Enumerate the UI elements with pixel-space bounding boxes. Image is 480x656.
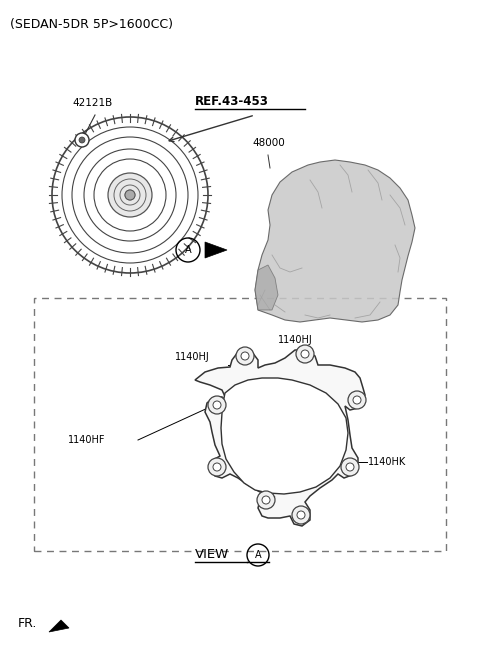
Circle shape bbox=[353, 396, 361, 404]
Circle shape bbox=[213, 463, 221, 471]
Circle shape bbox=[348, 391, 366, 409]
Circle shape bbox=[262, 496, 270, 504]
Circle shape bbox=[208, 458, 226, 476]
Text: (SEDAN-5DR 5P>1600CC): (SEDAN-5DR 5P>1600CC) bbox=[10, 18, 173, 31]
Text: VIEW: VIEW bbox=[195, 548, 229, 561]
Circle shape bbox=[297, 511, 305, 519]
Text: REF.43-453: REF.43-453 bbox=[195, 95, 269, 108]
Circle shape bbox=[79, 137, 85, 143]
Circle shape bbox=[301, 350, 309, 358]
Text: 1140HF: 1140HF bbox=[68, 435, 106, 445]
Circle shape bbox=[296, 345, 314, 363]
Polygon shape bbox=[255, 265, 278, 310]
Polygon shape bbox=[221, 378, 348, 494]
Circle shape bbox=[213, 401, 221, 409]
Polygon shape bbox=[255, 160, 415, 322]
Text: 42121B: 42121B bbox=[72, 98, 112, 108]
Text: A: A bbox=[255, 550, 261, 560]
Circle shape bbox=[241, 352, 249, 360]
Circle shape bbox=[208, 396, 226, 414]
Text: 1140HK: 1140HK bbox=[368, 457, 406, 467]
Circle shape bbox=[236, 347, 254, 365]
Circle shape bbox=[108, 173, 152, 217]
Polygon shape bbox=[205, 242, 227, 258]
Text: A: A bbox=[185, 245, 192, 255]
Circle shape bbox=[125, 190, 135, 200]
Circle shape bbox=[75, 133, 89, 147]
Text: 1140HJ: 1140HJ bbox=[278, 335, 313, 345]
Bar bbox=[34, 298, 446, 551]
Text: 48000: 48000 bbox=[252, 138, 285, 148]
Circle shape bbox=[257, 491, 275, 509]
Circle shape bbox=[292, 506, 310, 524]
Text: 1140HJ: 1140HJ bbox=[175, 352, 210, 362]
Polygon shape bbox=[49, 620, 69, 632]
Circle shape bbox=[341, 458, 359, 476]
Circle shape bbox=[346, 463, 354, 471]
Text: FR.: FR. bbox=[18, 617, 37, 630]
Polygon shape bbox=[195, 350, 365, 526]
